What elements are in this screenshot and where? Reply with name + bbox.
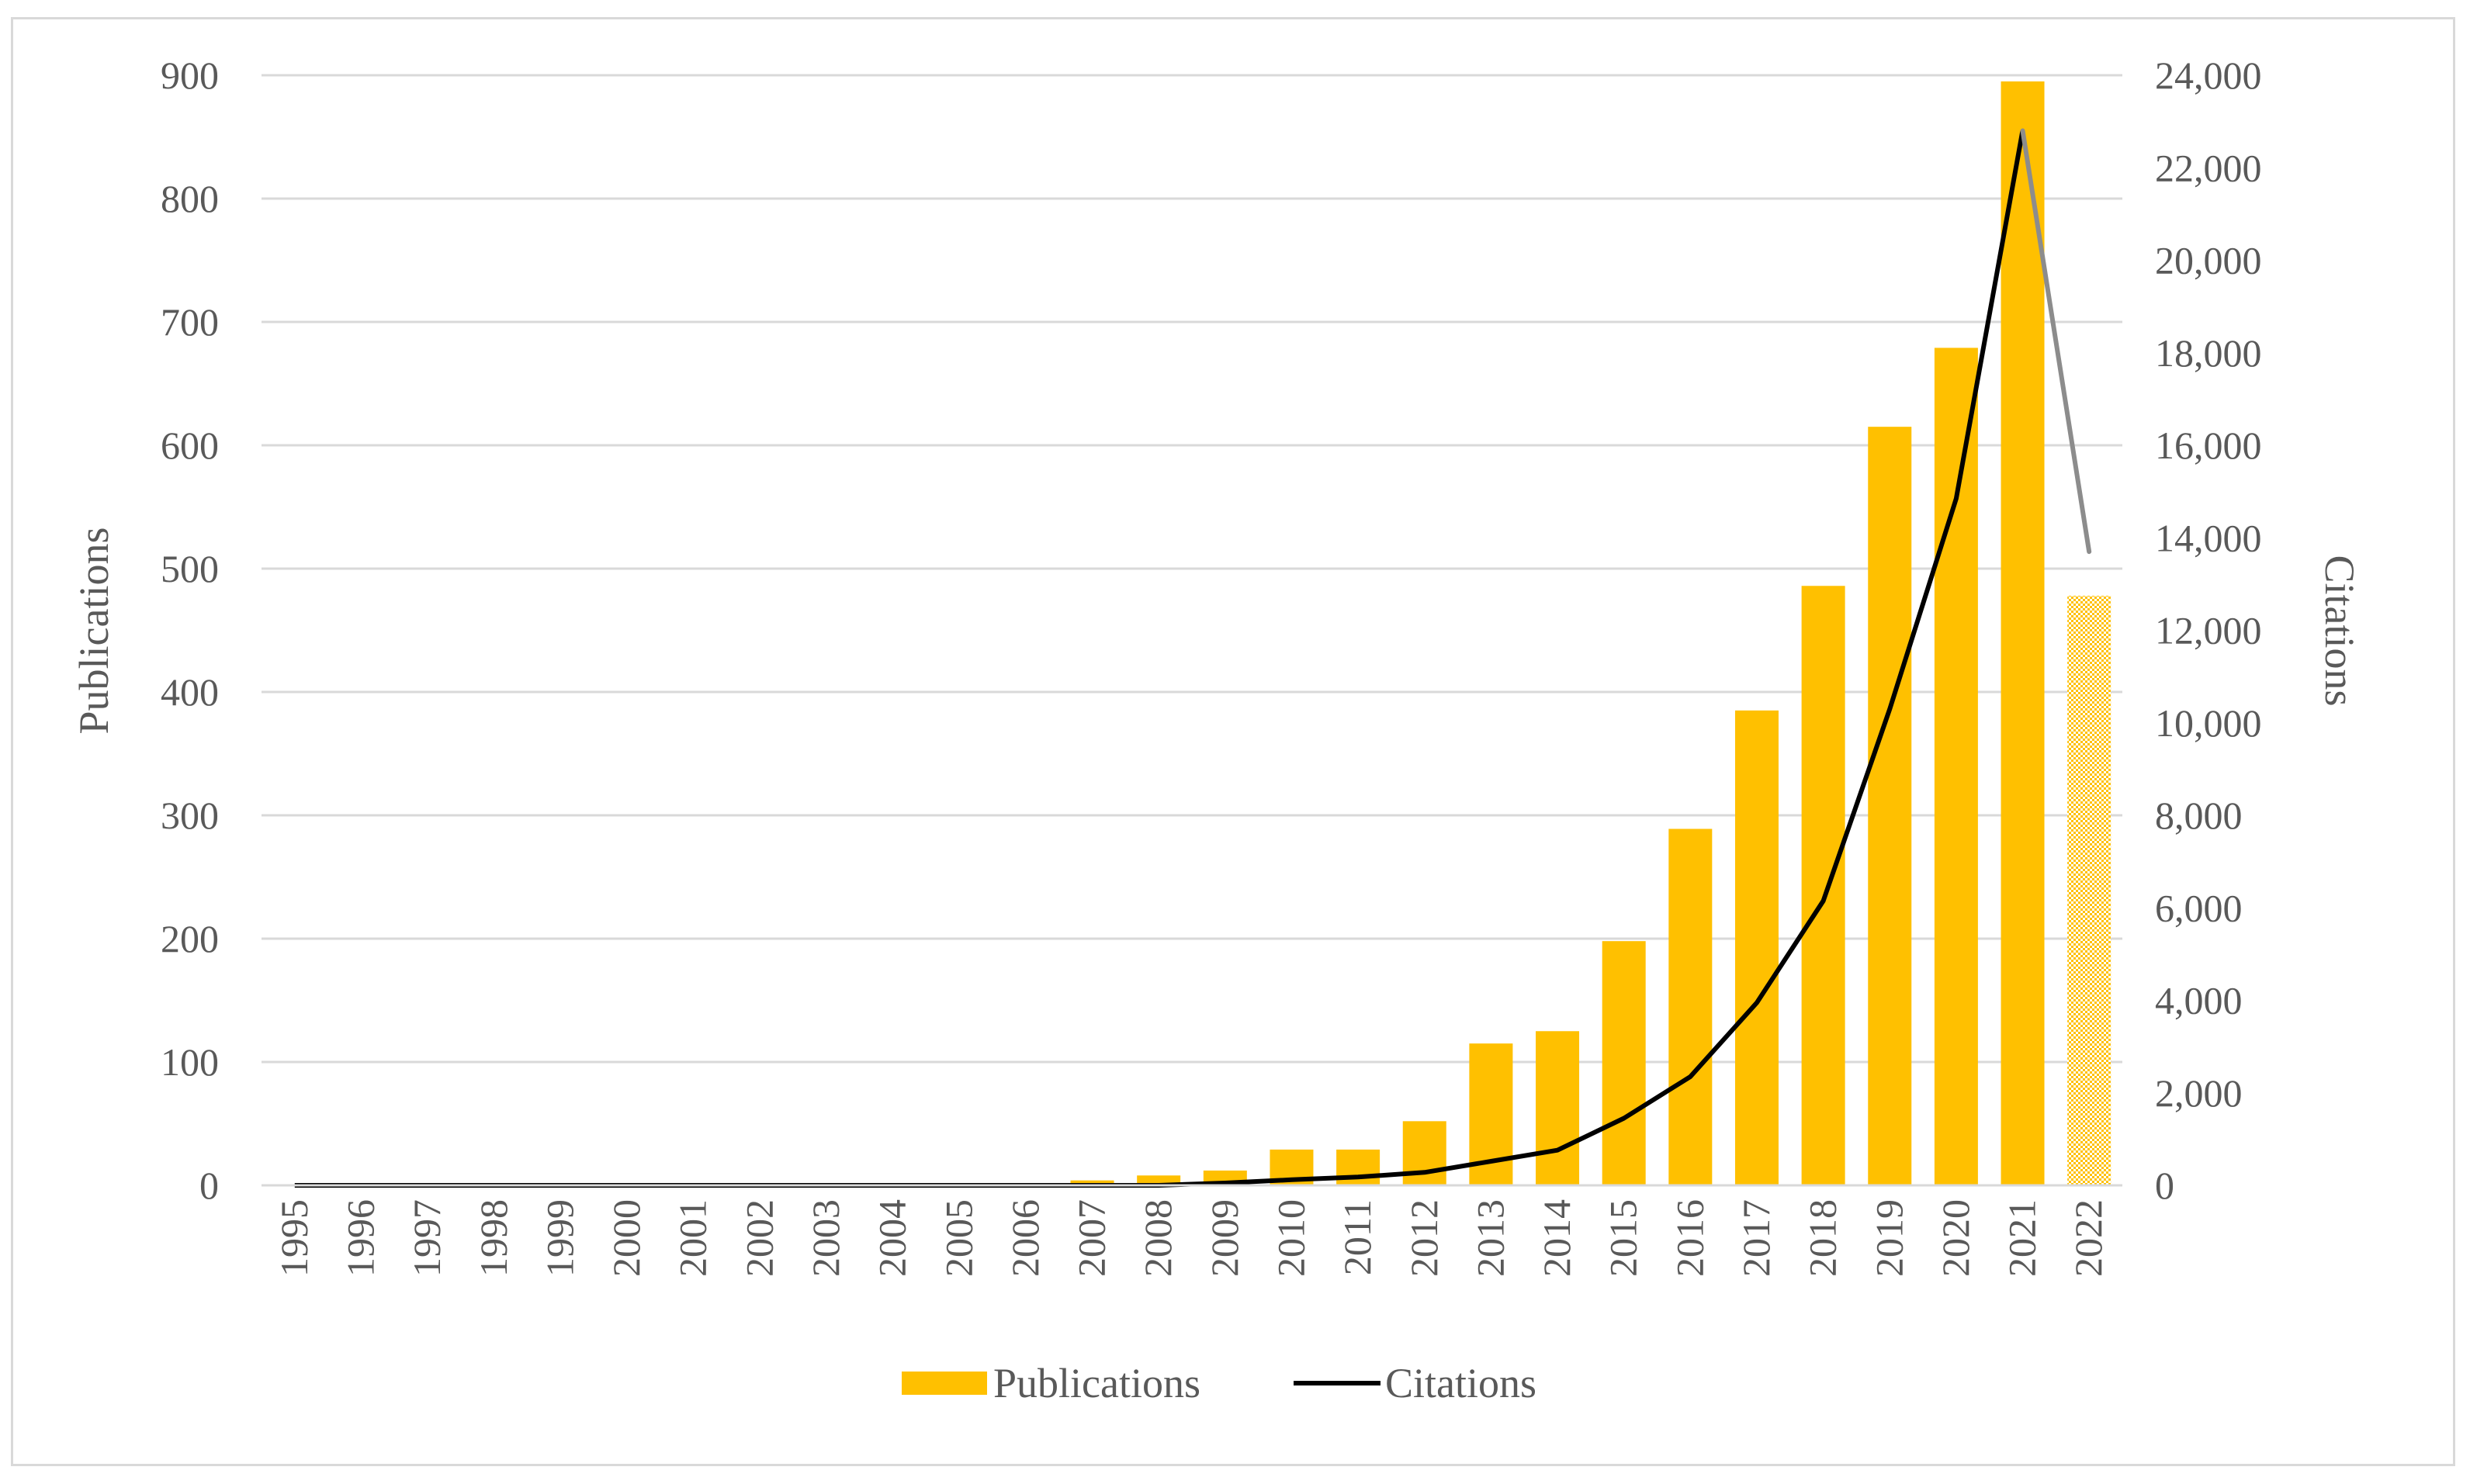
y-right-tick-label: 8,000 (2155, 794, 2243, 837)
publications-bar (1668, 828, 1713, 1185)
x-tick-label: 2020 (1934, 1199, 1977, 1277)
publications-bar (1602, 941, 1646, 1185)
y-right-tick-label: 16,000 (2155, 424, 2262, 467)
publications-bar (2067, 595, 2111, 1185)
axes: 0 100 200 300 400 500 600 700 800 900 0 2,000 4,000 6… (161, 54, 2262, 1277)
x-tick-label: 2011 (1335, 1199, 1379, 1275)
y-axis-right-title: Citations (2316, 555, 2363, 706)
x-tick-label: 2015 (1602, 1199, 1645, 1277)
y-left-tick-label: 800 (161, 177, 219, 220)
x-tick-label: 2002 (737, 1199, 781, 1277)
x-tick-label: 2001 (671, 1199, 715, 1277)
y-axis-left-title: Publications (71, 528, 117, 735)
x-tick-label: 2005 (937, 1199, 980, 1277)
x-tick-label: 2014 (1535, 1199, 1578, 1277)
publications-bar (1868, 427, 1912, 1185)
y-right-tick-label: 18,000 (2155, 331, 2262, 375)
y-left-tick-label: 100 (161, 1040, 219, 1084)
x-tick-label: 1995 (272, 1199, 316, 1277)
publications-bar (1536, 1031, 1580, 1185)
publications-bar (2001, 81, 2045, 1186)
y-left-tick-label: 400 (161, 670, 219, 714)
y-right-tick-label: 6,000 (2155, 886, 2243, 929)
legend-label-citations: Citations (1385, 1360, 1536, 1406)
y-right-tick-label: 0 (2155, 1164, 2174, 1207)
publications-bar (1801, 586, 1845, 1185)
x-tick-label: 1998 (472, 1199, 515, 1277)
x-tick-label: 2000 (605, 1199, 648, 1277)
y-left-tick-label: 700 (161, 300, 219, 344)
x-tick-label: 2010 (1269, 1199, 1312, 1277)
legend: Publications Citations (902, 1360, 1536, 1406)
publications-bars (1070, 81, 2111, 1186)
y-left-tick-label: 500 (161, 547, 219, 590)
y-right-tick-label: 12,000 (2155, 609, 2262, 652)
y-right-tick-label: 10,000 (2155, 701, 2262, 745)
publications-bar (1070, 1180, 1114, 1185)
x-tick-label: 2012 (1402, 1199, 1446, 1277)
x-tick-label: 2003 (804, 1199, 847, 1277)
y-left-tick-label: 600 (161, 424, 219, 467)
x-tick-label: 1996 (338, 1199, 382, 1277)
x-tick-label: 2022 (2066, 1199, 2110, 1277)
legend-label-publications: Publications (993, 1360, 1200, 1406)
y-right-tick-label: 2,000 (2155, 1071, 2243, 1115)
x-tick-label: 2006 (1003, 1199, 1047, 1277)
x-tick-label: 1997 (405, 1199, 449, 1277)
x-tick-label: 2018 (1801, 1199, 1845, 1277)
x-tick-label: 2021 (2001, 1199, 2044, 1277)
y-left-tick-label: 300 (161, 794, 219, 837)
x-tick-label: 2017 (1734, 1199, 1778, 1277)
y-left-tick-label: 0 (199, 1164, 219, 1207)
x-tick-label: 2019 (1867, 1199, 1911, 1277)
x-tick-label: 2004 (871, 1199, 914, 1277)
y-left-tick-label: 900 (161, 54, 219, 97)
citations-partial-segment (2020, 128, 2092, 555)
x-tick-label: 2013 (1468, 1199, 1512, 1277)
y-right-tick-label: 24,000 (2155, 54, 2262, 97)
gridlines (262, 74, 2122, 1064)
y-right-tick-label: 22,000 (2155, 146, 2262, 189)
x-tick-label: 2009 (1203, 1199, 1246, 1277)
x-tick-label: 2007 (1070, 1199, 1114, 1277)
x-tick-label: 1999 (538, 1199, 581, 1277)
publications-bar (1734, 710, 1779, 1185)
chart-frame: 0 100 200 300 400 500 600 700 800 900 0 2,000 4,000 6… (11, 17, 2455, 1466)
publications-bar (1934, 348, 1978, 1185)
legend-swatch-publications (902, 1372, 987, 1395)
y-right-tick-label: 20,000 (2155, 239, 2262, 282)
combo-chart: 0 100 200 300 400 500 600 700 800 900 0 2,000 4,000 6… (71, 54, 2363, 1406)
y-left-tick-label: 200 (161, 917, 219, 960)
x-tick-label: 2008 (1136, 1199, 1180, 1277)
y-right-tick-label: 4,000 (2155, 979, 2243, 1022)
x-tick-label: 2016 (1668, 1199, 1711, 1277)
y-right-tick-label: 14,000 (2155, 516, 2262, 559)
